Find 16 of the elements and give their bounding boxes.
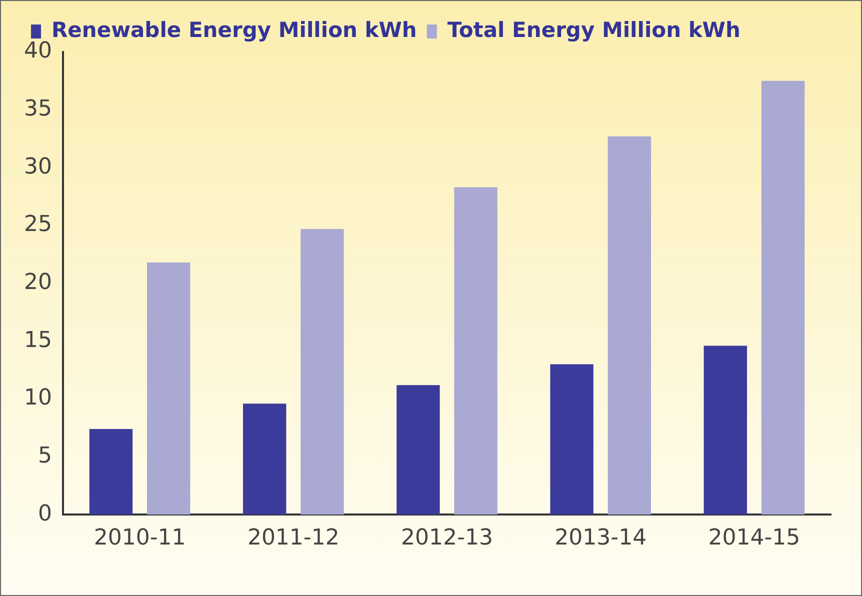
y-tick-label: 25 — [24, 212, 52, 238]
x-tick-label: 2013-14 — [554, 526, 647, 551]
y-tick-label: 40 — [24, 38, 52, 64]
x-tick-label: 2010-11 — [94, 526, 186, 551]
x-tick-label: 2014-15 — [708, 526, 800, 551]
y-tick-label: 20 — [24, 270, 52, 296]
y-tick-label: 10 — [24, 386, 52, 411]
x-tick-label: 2012-13 — [401, 526, 493, 551]
y-tick-label: 30 — [24, 154, 52, 180]
legend-label: Renewable Energy Million kWh — [52, 18, 417, 42]
y-tick-label: 0 — [38, 501, 52, 526]
y-tick-label: 35 — [24, 96, 52, 122]
y-tick-label: 5 — [38, 443, 52, 468]
x-tick-label: 2011-12 — [247, 526, 340, 551]
legend-label: Total Energy Million kWh — [447, 18, 740, 42]
y-tick-label: 15 — [24, 328, 52, 353]
